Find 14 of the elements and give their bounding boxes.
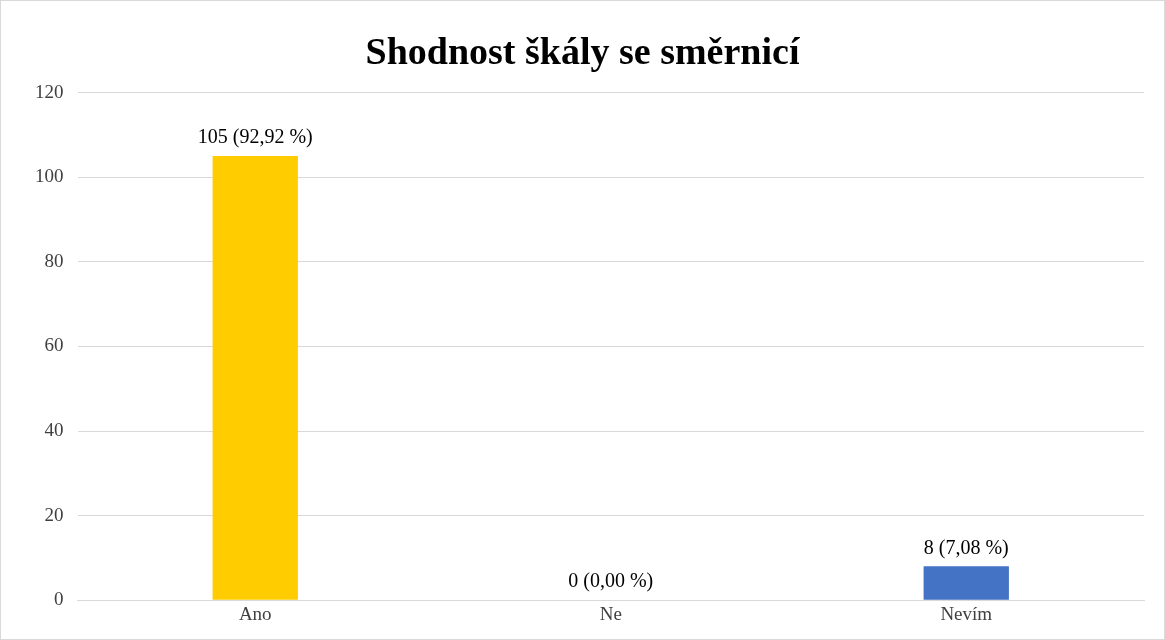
data-label: 105 (92,92 %) [197, 125, 313, 149]
y-tick-label: 80 [44, 249, 64, 271]
x-tick-label: Nevím [940, 602, 993, 624]
data-label: 8 (7,08 %) [923, 535, 1009, 559]
y-tick-label: 20 [44, 503, 64, 525]
chart-title: Shodnost škály se směrnicí [365, 29, 801, 72]
y-tick-label: 120 [35, 80, 64, 102]
data-label: 0 (0,00 %) [568, 569, 654, 593]
y-tick-label: 0 [54, 588, 64, 610]
y-tick-label: 60 [44, 334, 64, 356]
y-tick-label: 40 [44, 418, 64, 440]
x-tick-label: Ne [599, 602, 622, 624]
x-tick-label: Ano [238, 602, 272, 624]
y-tick-label: 100 [35, 165, 64, 187]
